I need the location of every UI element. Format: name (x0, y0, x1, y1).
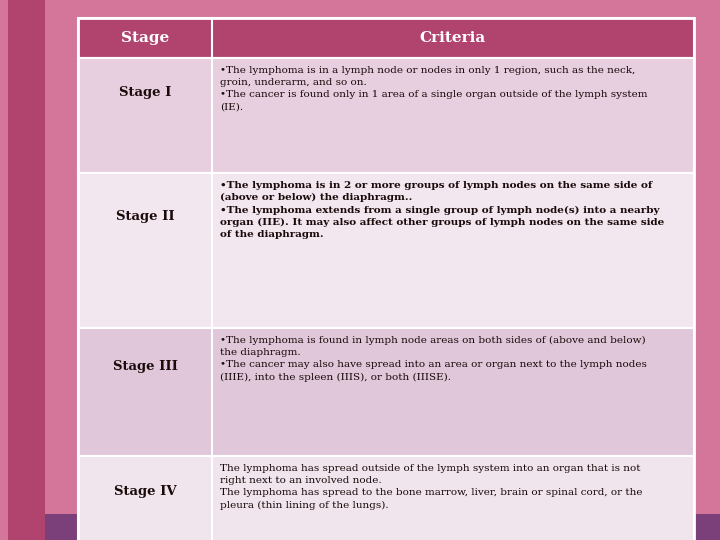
Text: Stage III: Stage III (112, 360, 177, 373)
Bar (78, 58, 694, 173)
Text: Criteria: Criteria (420, 31, 486, 45)
Bar (78, 328, 694, 456)
Bar (8, 0, 45, 540)
Bar (45, 514, 720, 540)
Text: •The lymphoma is in 2 or more groups of lymph nodes on the same side of
(above o: •The lymphoma is in 2 or more groups of … (220, 181, 665, 239)
Bar (78, 18, 694, 58)
Bar (45, 0, 78, 540)
Text: The lymphoma has spread outside of the lymph system into an organ that is not
ri: The lymphoma has spread outside of the l… (220, 464, 642, 510)
Bar (78, 456, 694, 540)
Text: •The lymphoma is in a lymph node or nodes in only 1 region, such as the neck,
gr: •The lymphoma is in a lymph node or node… (220, 66, 647, 111)
Bar (78, 18, 694, 540)
Text: Stage: Stage (121, 31, 169, 45)
Bar (78, 173, 694, 328)
Text: •The lymphoma is found in lymph node areas on both sides of (above and below)
th: •The lymphoma is found in lymph node are… (220, 336, 647, 382)
Text: Stage I: Stage I (119, 86, 171, 99)
Text: Stage IV: Stage IV (114, 485, 176, 498)
Text: Stage II: Stage II (116, 210, 174, 223)
